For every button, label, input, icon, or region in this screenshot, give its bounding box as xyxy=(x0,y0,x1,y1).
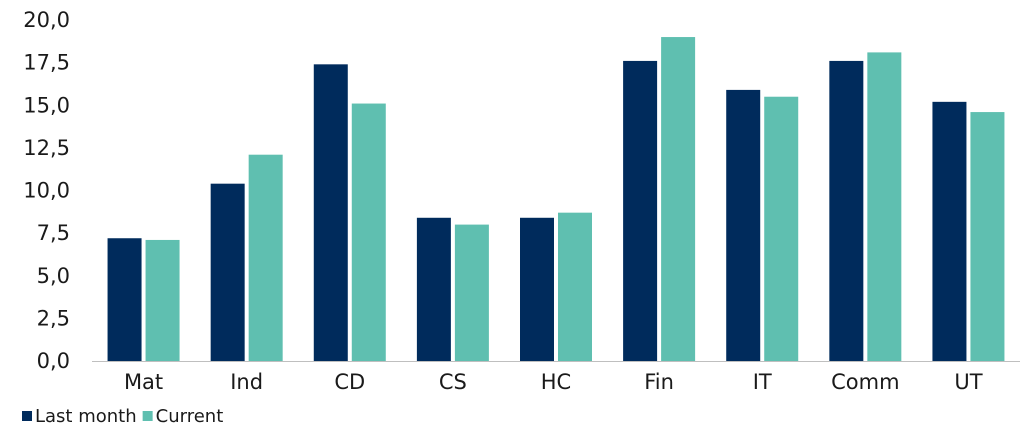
x-tick-label: Mat xyxy=(124,370,163,394)
y-tick-label: 10,0 xyxy=(23,179,70,203)
bar-last-month-hc xyxy=(520,217,554,361)
legend: Last month Current xyxy=(22,406,223,427)
bar-current-it xyxy=(764,96,799,361)
x-tick-label: UT xyxy=(954,370,982,394)
bar-current-comm xyxy=(867,52,902,362)
bars xyxy=(107,37,1005,362)
x-tick-label: Ind xyxy=(230,370,263,394)
x-axis: Mat Ind CD CS HC Fin IT Comm UT xyxy=(92,361,1020,394)
y-tick-label: 5,0 xyxy=(37,264,70,288)
x-tick-label: CS xyxy=(439,370,467,394)
y-tick-label: 0,0 xyxy=(37,349,70,373)
bar-last-month-ind xyxy=(210,183,245,361)
y-tick-label: 17,5 xyxy=(23,51,70,75)
bar-current-ind xyxy=(248,154,283,361)
y-tick-label: 20,0 xyxy=(23,8,70,32)
x-tick-label: Comm xyxy=(831,370,899,394)
bar-current-cd xyxy=(351,103,386,362)
bar-last-month-it xyxy=(726,89,761,361)
legend-swatch xyxy=(22,411,32,421)
bar-last-month-mat xyxy=(107,238,142,361)
bar-current-hc xyxy=(558,212,592,361)
bar-last-month-cs xyxy=(416,217,451,361)
legend-label: Current xyxy=(156,406,224,427)
bar-last-month-ut xyxy=(932,101,967,361)
x-tick-label: IT xyxy=(753,370,772,394)
bar-current-ut xyxy=(970,112,1005,361)
x-tick-label: Fin xyxy=(644,370,674,394)
x-tick-label: CD xyxy=(334,370,365,394)
x-tick-label: HC xyxy=(541,370,571,394)
legend-label: Last month xyxy=(35,406,137,427)
bar-current-mat xyxy=(145,239,180,361)
bar-current-cs xyxy=(454,224,489,361)
y-tick-label: 12,5 xyxy=(23,136,70,160)
bar-last-month-cd xyxy=(313,64,348,361)
legend-swatch xyxy=(142,411,153,421)
bar-last-month-comm xyxy=(829,60,864,362)
y-tick-label: 15,0 xyxy=(23,93,70,117)
y-axis: 0,0 2,5 5,0 7,5 10,0 12,5 15,0 17,5 20,0 xyxy=(23,8,70,373)
y-tick-label: 2,5 xyxy=(37,306,70,330)
y-tick-label: 7,5 xyxy=(37,221,70,245)
bar-last-month-fin xyxy=(623,60,658,362)
bar-current-fin xyxy=(661,37,696,362)
